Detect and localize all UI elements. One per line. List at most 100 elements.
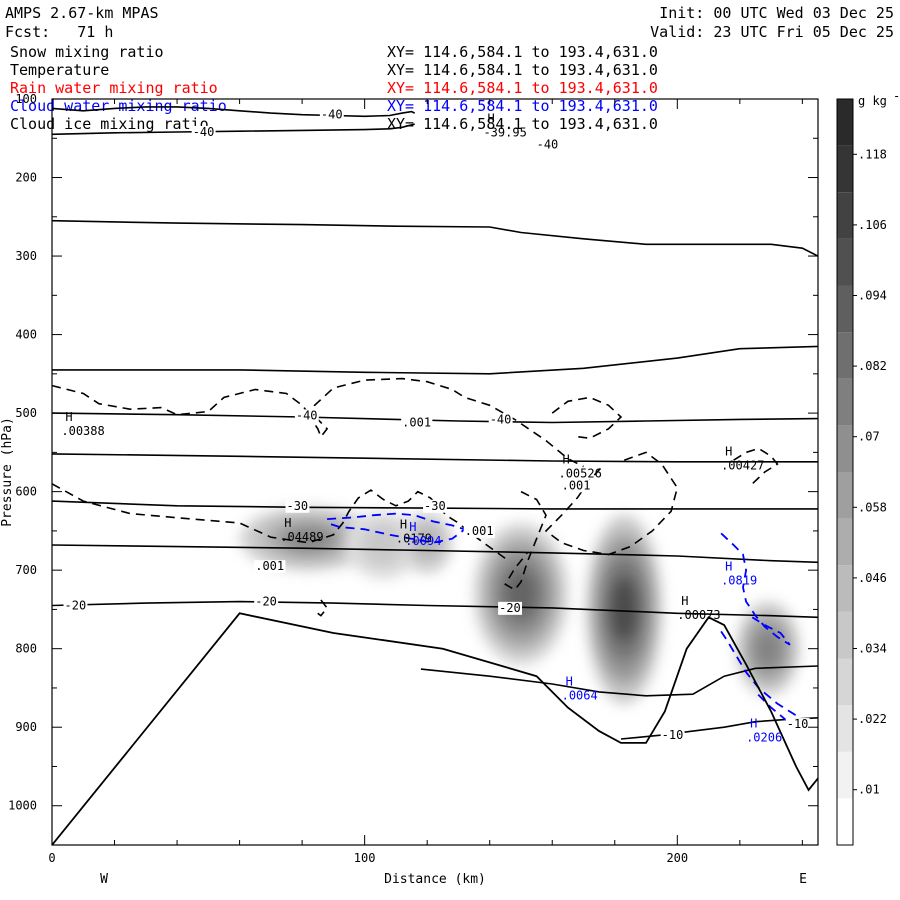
isotherm-label: -40 <box>296 408 318 422</box>
colorbar-label: .094 <box>858 289 887 303</box>
colorbar-swatch <box>837 751 853 799</box>
isotherm-label-bg <box>191 125 216 139</box>
isotherm-label-bg <box>488 413 513 427</box>
max-marker: H <box>65 410 72 424</box>
max-value: .00427 <box>721 459 764 473</box>
x-axis-title: Distance (km) <box>384 872 486 887</box>
colorbar-swatch <box>837 99 853 146</box>
field-name: Temperature <box>10 61 110 79</box>
isotherm-label-bg <box>660 729 685 743</box>
plot-area: -40 -40 -40 -30 -20 -10 -40 -20 -20 -30 -10 -40 .001… <box>52 106 818 845</box>
colorbar-swatch <box>837 145 853 193</box>
colorbar-swatch <box>837 611 853 659</box>
cloud-ice-contour <box>52 483 506 560</box>
isotherm-label: -40 <box>193 125 215 139</box>
colorbar-label: .034 <box>858 642 887 656</box>
max-marker: H <box>566 675 573 689</box>
isotherm-label-bg <box>294 409 319 423</box>
isotherm-label-bg <box>535 138 560 152</box>
max-value: .0094 <box>405 534 441 548</box>
isotherm-label: -20 <box>255 595 277 609</box>
isotherm-line <box>52 544 818 564</box>
colorbar-swatch <box>837 332 853 379</box>
x-tick-label: 0 <box>48 851 55 865</box>
colorbar-swatch <box>837 285 853 333</box>
field-section-coords: XY= 114.6,584.1 to 193.4,631.0 <box>387 43 658 61</box>
colorbar-swatch <box>837 425 853 472</box>
cloud-ice-label: .001 <box>562 478 591 492</box>
colorbar-swatch <box>837 472 853 519</box>
isotherm-line <box>52 600 818 619</box>
cloud-ice-label: .001 <box>465 524 494 538</box>
isotherm-label: -10 <box>662 728 684 742</box>
isotherm-label-bg <box>423 499 447 513</box>
isotherm-label-bg <box>63 599 88 613</box>
colorbar-swatch <box>837 238 853 286</box>
isotherm-line <box>52 345 818 375</box>
snow-shading <box>370 533 397 558</box>
y-tick-label: 600 <box>15 485 37 499</box>
max-marker: H <box>725 559 732 573</box>
max-value: .04489 <box>280 530 323 544</box>
max-value: .0179 <box>396 532 432 546</box>
colorbar-label: .058 <box>858 500 887 514</box>
isotherm-label: -40 <box>490 412 512 426</box>
cloud-ice-label-bg <box>254 560 286 574</box>
y-tick-label: 400 <box>15 328 37 342</box>
max-marker: H <box>750 716 757 730</box>
colorbar-label: .106 <box>858 218 887 232</box>
y-tick-label: 700 <box>15 563 37 577</box>
cloud-ice-label: .001 <box>402 416 431 430</box>
west-label: W <box>100 872 108 887</box>
snow-shading <box>418 531 436 554</box>
colorbar-label: .01 <box>858 783 880 797</box>
max-marker: H <box>409 520 416 534</box>
y-axis-title: Pressure (hPa) <box>0 417 15 527</box>
field-name: Snow mixing ratio <box>10 43 164 61</box>
field-name: Rain water mixing ratio <box>10 79 218 97</box>
max-value: .0206 <box>746 730 782 744</box>
colorbar-swatch <box>837 192 853 239</box>
max-marker: H <box>400 518 407 532</box>
y-tick-label: 100 <box>15 92 37 106</box>
x-tick-label: 200 <box>666 851 688 865</box>
max-value: .0064 <box>562 689 598 703</box>
max-marker: H <box>725 445 732 459</box>
max-marker: H <box>562 452 569 466</box>
init-time: Init: 00 UTC Wed 03 Dec 25 <box>659 4 894 22</box>
cloud-ice-contour <box>52 377 584 468</box>
y-tick-label: 1000 <box>8 799 37 813</box>
terrain-line <box>52 612 818 845</box>
y-tick-label: 800 <box>15 642 37 656</box>
colorbar-unit: g kg <box>858 94 887 108</box>
isotherm-line <box>52 219 818 257</box>
cloud-ice-contour <box>504 490 547 591</box>
max-marker: H <box>284 516 291 530</box>
isotherm-label: -30 <box>424 499 446 513</box>
colorbar-swatch <box>837 378 853 426</box>
colorbar-label: .082 <box>858 359 887 373</box>
snow-shading <box>284 528 332 550</box>
cloud-ice-label: .001 <box>255 559 284 573</box>
colorbar-swatch <box>837 565 853 612</box>
colorbar-label: .046 <box>858 571 887 585</box>
colorbar-label: .07 <box>858 430 880 444</box>
isotherm-label: -20 <box>499 601 521 615</box>
colorbar-label: .022 <box>858 712 887 726</box>
isotherm-label-bg <box>285 499 310 513</box>
model-title: AMPS 2.67-km MPAS <box>5 4 159 22</box>
cloud-ice-label-bg <box>463 524 495 538</box>
max-value: .00388 <box>61 424 104 438</box>
cloud-ice-contour <box>551 396 623 440</box>
isotherm-line <box>52 106 416 118</box>
plot-frame <box>51 98 819 846</box>
field-section-coords: XY= 114.6,584.1 to 193.4,631.0 <box>387 115 658 133</box>
colorbar-unit-exp: -1 <box>893 89 900 103</box>
isotherm-label: -40 <box>537 138 559 152</box>
cloud-ice-label-bg <box>401 416 433 430</box>
max-marker: H <box>681 594 688 608</box>
forecast-hour: Fcst: 71 h <box>5 23 114 41</box>
snow-shading <box>757 632 779 665</box>
isotherm-label: -30 <box>286 499 308 513</box>
